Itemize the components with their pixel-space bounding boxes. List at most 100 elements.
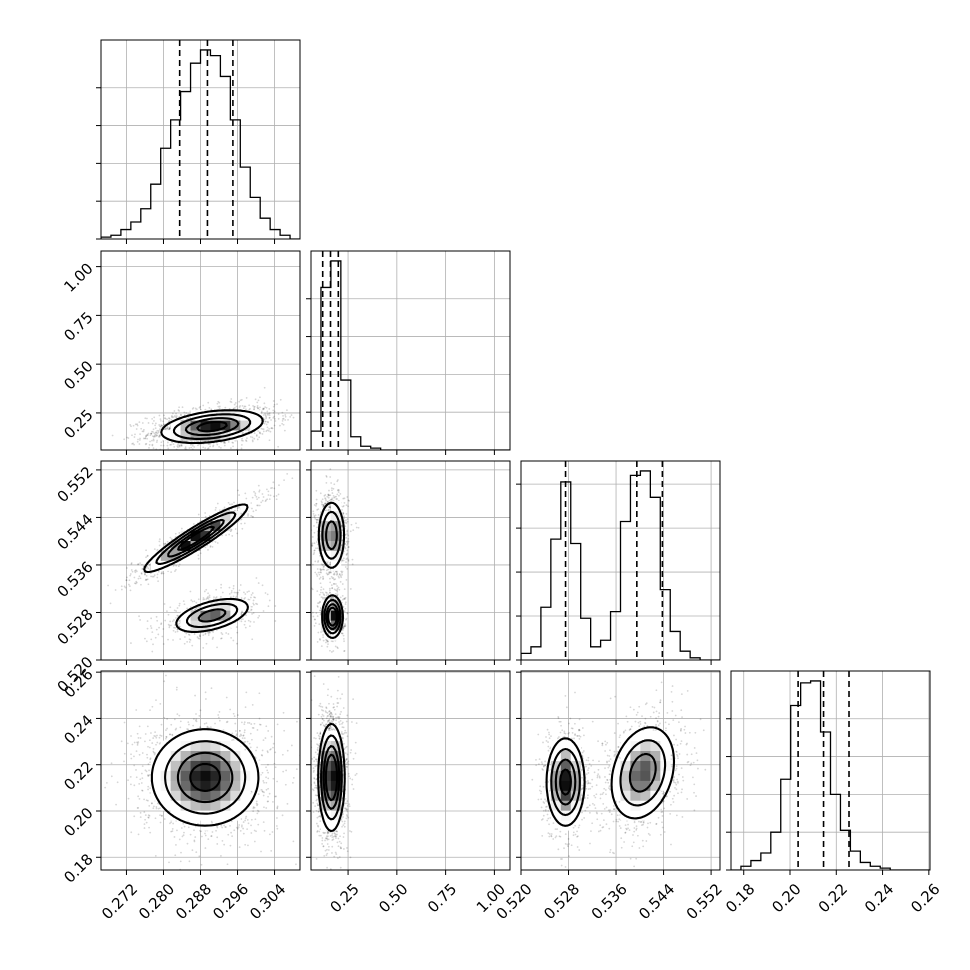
scatter-point [199, 635, 201, 637]
scatter-point [223, 506, 226, 509]
scatter-point [166, 441, 169, 444]
density-cell [220, 610, 231, 621]
scatter-point [322, 505, 324, 508]
contour-line [155, 511, 239, 629]
scatter-point [189, 590, 192, 593]
density-cell [210, 530, 221, 541]
scatter-point [244, 405, 247, 408]
scatter-point [283, 479, 285, 482]
scatter-point [168, 417, 171, 420]
scatter-point [158, 435, 160, 438]
scatter-point [173, 445, 176, 448]
scatter-point [125, 576, 128, 579]
scatter-point [343, 519, 346, 522]
scatter-point [146, 565, 149, 568]
scatter-point [329, 571, 332, 574]
scatter-point [230, 591, 233, 594]
scatter-point [149, 564, 151, 566]
scatter-point [145, 442, 148, 445]
scatter-point [344, 566, 347, 568]
scatter-point [250, 593, 253, 596]
scatter-point [182, 600, 185, 603]
scatter-point [234, 402, 237, 404]
scatter-point [329, 563, 331, 566]
scatter-point [207, 631, 209, 634]
scatter-point [347, 546, 350, 548]
scatter-point [145, 578, 147, 581]
scatter-point [335, 498, 338, 500]
scatter-point [321, 503, 324, 506]
scatter-point [173, 609, 176, 612]
density-cell [240, 420, 251, 431]
scatter-point [148, 563, 151, 566]
scatter-point [251, 613, 253, 615]
scatter-point [316, 509, 319, 511]
scatter-point [132, 424, 135, 427]
scatter-point [272, 400, 275, 402]
scatter-point [175, 610, 178, 612]
scatter-point [258, 490, 261, 493]
scatter-point [160, 441, 163, 444]
scatter-point [338, 573, 341, 575]
scatter-point [322, 575, 324, 578]
panel-1-1 [306, 251, 510, 455]
scatter-point [344, 603, 347, 605]
scatter-point [341, 505, 344, 508]
scatter-point [188, 638, 191, 641]
scatter-point [333, 583, 336, 585]
scatter-point [342, 627, 344, 629]
scatter-point [212, 445, 214, 448]
scatter-point [236, 507, 239, 510]
scatter-point [240, 612, 243, 615]
scatter-point [183, 603, 186, 606]
scatter-point [151, 417, 154, 420]
scatter-point [127, 437, 130, 439]
scatter-point [145, 452, 147, 454]
scatter-point [265, 423, 268, 426]
scatter-point [235, 626, 238, 628]
scatter-point [178, 563, 181, 566]
scatter-point [158, 540, 161, 543]
scatter-point [321, 498, 324, 501]
scatter-point [240, 620, 243, 623]
scatter-point [166, 427, 169, 430]
scatter-point [348, 500, 350, 502]
scatter-point [175, 416, 177, 418]
scatter-point [263, 386, 266, 389]
scatter-point [329, 649, 331, 652]
scatter-point [152, 643, 154, 646]
scatter-point [219, 446, 222, 449]
scatter-point [109, 457, 111, 459]
scatter-point [142, 430, 145, 433]
scatter-point [162, 420, 164, 423]
scatter-point [218, 445, 221, 448]
scatter-point [161, 635, 164, 638]
scatter-point [316, 518, 318, 521]
scatter-point [270, 427, 273, 430]
scatter-point [345, 536, 348, 539]
scatter-point [139, 577, 142, 580]
scatter-point [140, 572, 143, 574]
scatter-point [141, 568, 144, 570]
scatter-point [329, 476, 332, 478]
scatter-point [198, 406, 201, 409]
scatter-point [267, 412, 270, 415]
scatter-point [152, 439, 155, 442]
scatter-point [323, 565, 325, 568]
scatter-point [236, 593, 239, 596]
scatter-point [200, 408, 202, 411]
scatter-point [174, 570, 176, 573]
scatter-point [167, 417, 170, 420]
scatter-point [244, 492, 247, 495]
scatter-point [336, 573, 339, 575]
scatter-point [344, 542, 347, 545]
scatter-point [311, 545, 314, 547]
scatter-point [175, 617, 177, 619]
scatter-point [343, 650, 345, 653]
scatter-point [149, 568, 152, 571]
scatter-point [134, 570, 136, 572]
scatter-point [253, 603, 255, 606]
scatter-point [329, 581, 332, 584]
scatter-point [161, 571, 163, 573]
scatter-point [160, 572, 163, 575]
